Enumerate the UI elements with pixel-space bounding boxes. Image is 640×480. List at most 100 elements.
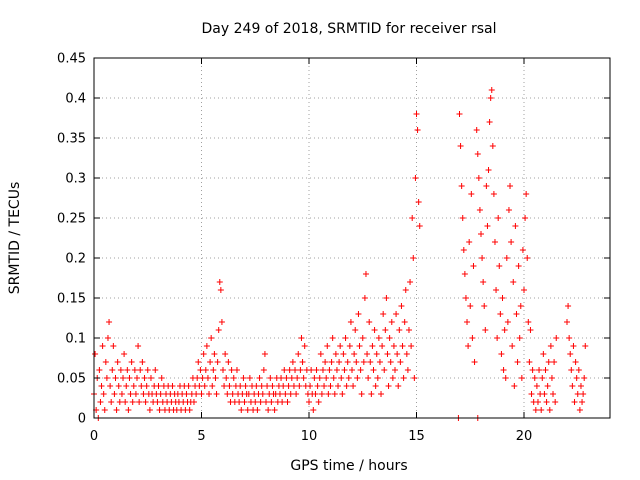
data-point [221,383,228,389]
data-point [137,367,144,373]
data-point [198,391,205,397]
data-point [414,127,421,133]
data-point [374,375,381,381]
data-point [533,383,540,389]
data-point [360,359,367,365]
data-point [476,207,483,213]
data-point [397,359,404,365]
data-point [408,343,415,349]
data-point [215,327,222,333]
data-point [505,207,512,213]
data-point [312,391,319,397]
data-point [276,391,283,397]
data-point [508,239,515,245]
data-point [580,391,587,397]
data-point [271,407,278,413]
data-point [566,335,573,341]
y-tick-label: 0.4 [65,92,86,107]
data-point [510,279,517,285]
data-point [283,375,290,381]
data-point [253,383,260,389]
data-points [91,87,589,421]
grid-lines [94,58,610,418]
data-point [204,375,211,381]
data-point [307,383,314,389]
data-point [257,399,264,405]
data-point [416,223,423,229]
data-point [480,279,487,285]
data-point [390,343,397,349]
data-point [138,383,145,389]
data-point [365,375,372,381]
data-point [202,367,209,373]
data-point [316,375,323,381]
data-point [195,359,202,365]
data-point [337,343,344,349]
data-point [459,215,466,221]
data-point [356,343,363,349]
y-tick-label: 0.05 [57,372,86,387]
data-point [139,359,146,365]
data-point [517,303,524,309]
data-point [264,383,271,389]
data-point [292,367,299,373]
data-point [471,359,478,365]
y-tick-label: 0.2 [65,252,86,267]
data-point [394,351,401,357]
data-point [230,375,237,381]
data-point [389,375,396,381]
data-point [218,319,225,325]
data-point [236,399,243,405]
data-point [244,407,251,413]
data-point [381,367,388,373]
data-point [491,239,498,245]
data-point [521,287,527,293]
data-point [514,359,521,365]
data-point [464,319,471,325]
data-point [542,367,549,373]
data-point [410,255,417,261]
data-point [395,383,402,389]
data-point [372,383,379,389]
data-point [317,351,324,357]
data-point [112,375,119,381]
data-point [267,375,274,381]
data-point [380,311,387,317]
data-point [502,375,509,381]
y-tick-label: 0 [78,412,86,427]
data-point [500,367,507,373]
data-point [116,399,123,405]
data-point [370,367,377,373]
data-point [193,391,200,397]
data-point [579,399,586,405]
data-point [489,143,496,149]
data-point [196,383,203,389]
data-point [398,303,405,309]
data-point [481,303,488,309]
data-point [401,319,408,325]
x-axis-label: GPS time / hours [290,458,407,474]
data-point [326,367,333,373]
data-point [396,327,403,333]
data-point [118,391,125,397]
data-point [260,367,267,373]
data-point [318,391,325,397]
data-point [280,383,287,389]
data-point [96,367,103,373]
data-point [568,367,575,373]
data-point [523,191,530,197]
data-point [197,367,204,373]
data-point [497,311,504,317]
data-point [329,335,336,341]
data-point [362,271,369,277]
data-point [113,407,120,413]
data-point [294,375,301,381]
chart-title: Day 249 of 2018, SRMTID for receiver rsa… [202,21,497,37]
data-point [209,383,216,389]
data-point [220,367,226,373]
data-point [479,255,486,261]
data-point [327,383,334,389]
data-point [501,327,508,333]
data-point [229,391,236,397]
data-point [413,111,420,117]
